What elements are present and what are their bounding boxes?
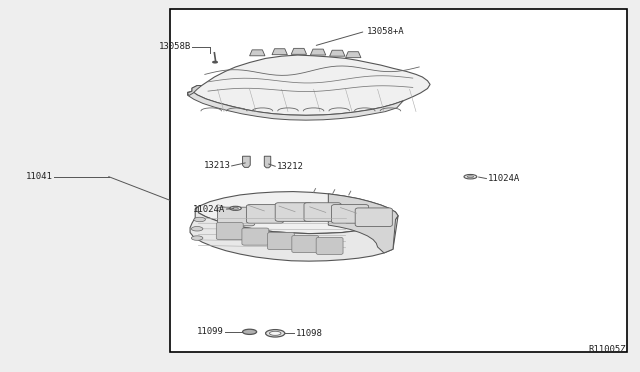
Text: 11099: 11099 (197, 327, 224, 336)
Polygon shape (346, 52, 361, 58)
Polygon shape (310, 49, 326, 55)
FancyBboxPatch shape (246, 205, 284, 223)
Ellipse shape (467, 176, 474, 177)
Ellipse shape (266, 330, 285, 337)
Ellipse shape (269, 331, 281, 336)
Text: 11024A: 11024A (193, 205, 225, 214)
FancyBboxPatch shape (316, 237, 343, 254)
Ellipse shape (191, 236, 203, 240)
Text: 13212: 13212 (276, 162, 303, 171)
FancyBboxPatch shape (304, 203, 341, 221)
Text: 13058+A: 13058+A (367, 27, 404, 36)
Polygon shape (192, 55, 430, 115)
Polygon shape (243, 156, 250, 167)
Polygon shape (188, 91, 403, 120)
FancyBboxPatch shape (275, 203, 312, 221)
Polygon shape (195, 192, 398, 234)
Polygon shape (328, 194, 398, 253)
FancyBboxPatch shape (268, 232, 294, 250)
Text: 11041: 11041 (26, 172, 53, 181)
Polygon shape (330, 50, 345, 56)
FancyBboxPatch shape (242, 228, 269, 245)
Text: 13213: 13213 (204, 161, 230, 170)
Ellipse shape (230, 206, 241, 210)
Text: 13058B: 13058B (159, 42, 191, 51)
Ellipse shape (464, 174, 477, 179)
Ellipse shape (212, 61, 218, 63)
Polygon shape (250, 50, 265, 56)
Polygon shape (188, 86, 202, 96)
FancyBboxPatch shape (332, 205, 369, 223)
Polygon shape (291, 48, 307, 54)
Polygon shape (190, 206, 398, 261)
Polygon shape (264, 156, 271, 168)
Bar (170, 9, 627, 352)
FancyBboxPatch shape (216, 222, 243, 240)
FancyBboxPatch shape (218, 207, 255, 226)
Ellipse shape (243, 329, 257, 334)
Text: 11098: 11098 (296, 329, 323, 338)
FancyBboxPatch shape (292, 235, 319, 253)
Text: 11024A: 11024A (488, 174, 520, 183)
Text: R11005Z: R11005Z (588, 345, 626, 354)
Polygon shape (272, 49, 287, 55)
Ellipse shape (191, 227, 203, 231)
Ellipse shape (194, 217, 205, 222)
Ellipse shape (233, 207, 238, 209)
FancyBboxPatch shape (355, 208, 392, 227)
